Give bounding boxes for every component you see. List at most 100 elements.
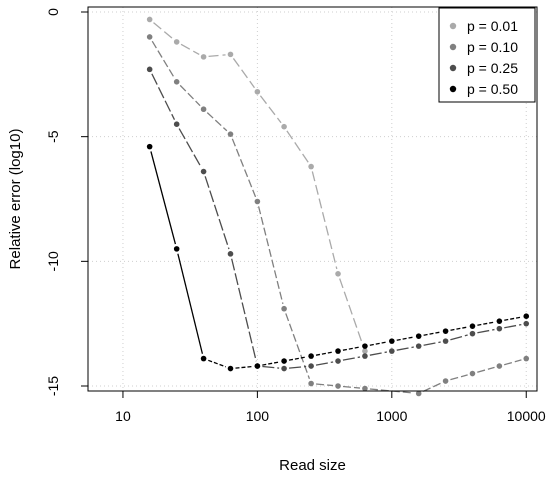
series-segment: [288, 356, 307, 361]
data-point: [146, 34, 153, 40]
y-axis: 0 -5 -10 -15: [45, 8, 88, 396]
series-segment: [151, 40, 175, 78]
data-point: [523, 313, 530, 319]
series-segment: [289, 365, 307, 369]
series-segment: [450, 334, 468, 341]
data-point: [254, 88, 261, 95]
data-point: [146, 16, 153, 23]
data-point: [281, 358, 287, 364]
series-segment: [286, 130, 309, 163]
data-point: [173, 39, 180, 45]
data-point: [335, 383, 341, 389]
x-tick-label: 10000: [507, 408, 546, 424]
series-segment: [450, 326, 468, 331]
data-point: [415, 333, 422, 339]
data-point: [523, 320, 530, 327]
series-segment: [178, 128, 202, 168]
series-segment: [262, 365, 280, 369]
data-point: [469, 330, 476, 337]
series-segment: [339, 278, 364, 347]
legend-marker: [449, 43, 457, 51]
data-point: [308, 353, 314, 359]
data-point: [227, 365, 234, 372]
series-segment: [206, 112, 228, 132]
y-axis-title: Relative error (log10): [7, 129, 24, 270]
data-point: [200, 168, 207, 175]
series-segment: [396, 346, 414, 351]
x-tick-label: 100: [246, 408, 270, 424]
legend: p = 0.01 p = 0.10 p = 0.25 p = 0.50: [438, 7, 536, 103]
x-axis: 10 100 1000 10000: [115, 391, 546, 424]
data-point: [469, 323, 476, 329]
data-point: [281, 365, 287, 372]
legend-label: p = 0.01: [467, 18, 518, 34]
series-segment: [423, 341, 441, 346]
series-segment: [257, 206, 284, 305]
series-segment: [153, 22, 174, 40]
data-point: [335, 358, 341, 364]
series-segment: [151, 73, 176, 120]
data-point: [442, 328, 449, 334]
series-segment: [235, 365, 253, 369]
legend-label: p = 0.10: [467, 39, 518, 55]
data-point: [200, 106, 207, 113]
data-point: [442, 338, 449, 344]
data-point: [227, 251, 234, 257]
series-segment: [262, 361, 280, 366]
data-point: [389, 338, 395, 344]
series-segment: [423, 331, 441, 336]
x-axis-title: Read size: [279, 457, 346, 474]
data-point: [335, 348, 341, 354]
data-point: [362, 343, 368, 349]
y-tick-label: 0: [45, 8, 61, 16]
data-point: [308, 363, 314, 369]
data-point: [200, 355, 207, 362]
series-segment: [477, 366, 495, 373]
data-point: [173, 246, 180, 252]
data-point: [227, 131, 234, 137]
series-segment: [311, 171, 338, 270]
data-point: [469, 370, 476, 377]
data-point: [496, 318, 503, 324]
x-tick-label: 10: [115, 408, 131, 424]
series-segment: [504, 359, 522, 366]
series-segment: [204, 176, 230, 250]
series-segment: [231, 138, 257, 198]
x-tick-label: 1000: [376, 408, 407, 424]
data-point: [308, 380, 314, 387]
series-segment: [232, 58, 255, 89]
series-segment: [396, 336, 414, 341]
legend-marker: [449, 64, 457, 72]
series-4: [146, 143, 530, 372]
series-segment: [208, 54, 226, 58]
data-point: [146, 66, 153, 73]
series-segment: [285, 313, 311, 380]
data-point: [415, 390, 422, 397]
data-point: [496, 363, 503, 369]
series-segment: [342, 346, 361, 351]
plot-frame: [87, 6, 538, 392]
series-segment: [369, 351, 388, 356]
series-segment: [180, 43, 200, 56]
data-point: [496, 325, 503, 332]
y-tick-label: -10: [45, 251, 61, 271]
series-segment: [477, 321, 495, 326]
series-segment: [450, 374, 468, 381]
data-point: [362, 385, 368, 392]
y-tick-label: -15: [45, 376, 61, 396]
series-segment: [342, 356, 361, 361]
data-point: [173, 79, 180, 85]
series-segment: [179, 84, 201, 107]
series-segment: [504, 323, 522, 329]
data-point: [442, 378, 449, 384]
data-point: [362, 353, 368, 359]
data-point: [523, 355, 530, 362]
series-segment: [504, 316, 522, 321]
data-point: [173, 121, 180, 127]
y-tick-label: -5: [45, 130, 61, 143]
data-point: [308, 163, 314, 170]
legend-marker: [449, 22, 457, 30]
series-3: [146, 66, 530, 372]
series-segment: [369, 341, 388, 346]
